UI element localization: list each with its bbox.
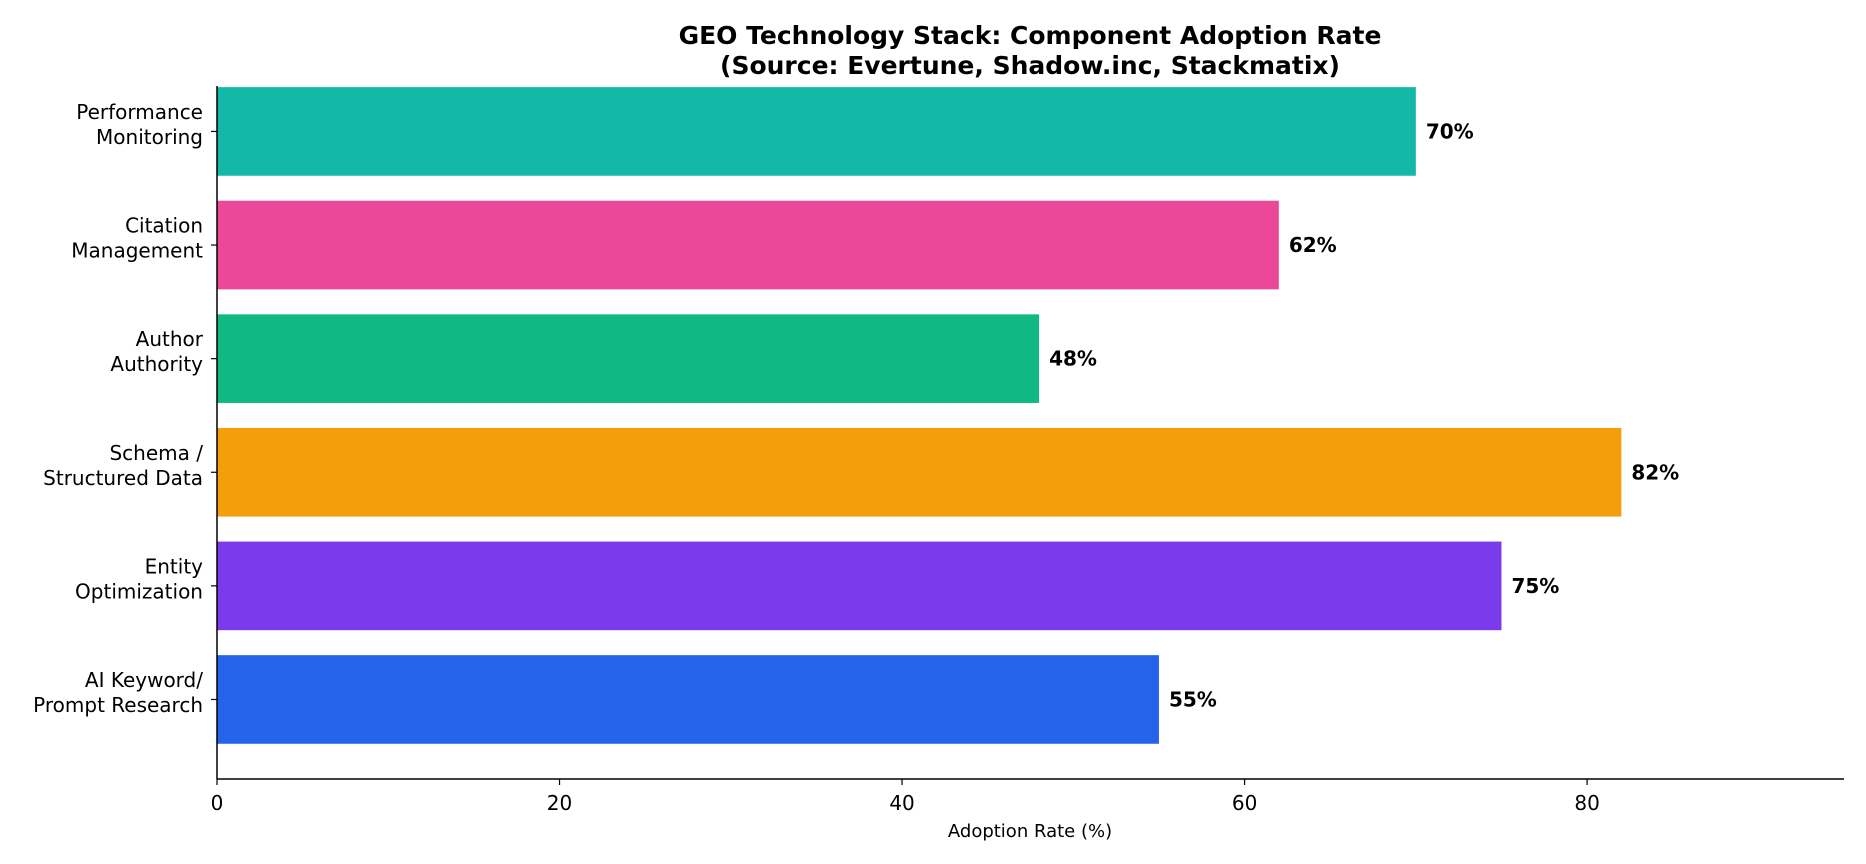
bar-1 <box>217 541 1502 631</box>
category-label-line: Structured Data <box>43 466 203 490</box>
x-tick-label-2: 40 <box>889 791 914 815</box>
chart-title: GEO Technology Stack: Component Adoption… <box>679 21 1382 50</box>
y-axis-ticks: AI Keyword/Prompt Research Entity Optimiza… <box>33 100 217 717</box>
value-labels-group: 55% 75% 82% 48% 62% 70% <box>1049 119 1679 711</box>
chart-subtitle: (Source: Evertune, Shadow.inc, Stackmati… <box>720 51 1340 80</box>
x-axis-label: Adoption Rate (%) <box>948 821 1112 842</box>
value-label-4: 62% <box>1289 233 1337 257</box>
bar-5 <box>217 87 1416 176</box>
x-axis-ticks: 0 20 40 60 80 <box>211 779 1600 815</box>
category-label-line: Author <box>136 327 204 351</box>
category-label-2: Schema / Structured Data <box>43 441 203 490</box>
category-label-line: Management <box>71 239 203 263</box>
bar-2 <box>217 427 1622 517</box>
bar-4 <box>217 200 1279 290</box>
category-label-3: Author Authority <box>110 327 203 376</box>
category-label-line: Authority <box>110 352 203 376</box>
category-label-line: Monitoring <box>96 125 203 149</box>
x-tick-label-3: 60 <box>1232 791 1257 815</box>
bar-0 <box>217 655 1159 744</box>
category-label-4: Citation Management <box>71 214 203 263</box>
value-label-1: 75% <box>1511 574 1559 598</box>
category-label-5: Performance Monitoring <box>76 100 203 149</box>
value-label-3: 48% <box>1049 347 1097 371</box>
category-label-line: Prompt Research <box>33 693 203 717</box>
value-label-5: 70% <box>1426 119 1474 143</box>
category-label-0: AI Keyword/Prompt Research <box>33 668 203 717</box>
x-tick-label-0: 0 <box>211 791 224 815</box>
category-label-line: Schema / <box>109 441 203 465</box>
bars-group <box>217 87 1622 744</box>
category-label-1: Entity Optimization <box>75 554 203 603</box>
value-label-0: 55% <box>1169 687 1217 711</box>
category-label-line: Performance <box>76 100 203 124</box>
value-label-2: 82% <box>1631 460 1679 484</box>
x-tick-label-1: 20 <box>547 791 572 815</box>
x-tick-label-4: 80 <box>1574 791 1599 815</box>
category-label-line: Entity <box>145 554 204 578</box>
bar-3 <box>217 314 1040 403</box>
category-label-line: AI Keyword/ <box>85 668 203 692</box>
category-label-line: Citation <box>125 214 203 238</box>
category-label-line: Optimization <box>75 579 203 603</box>
